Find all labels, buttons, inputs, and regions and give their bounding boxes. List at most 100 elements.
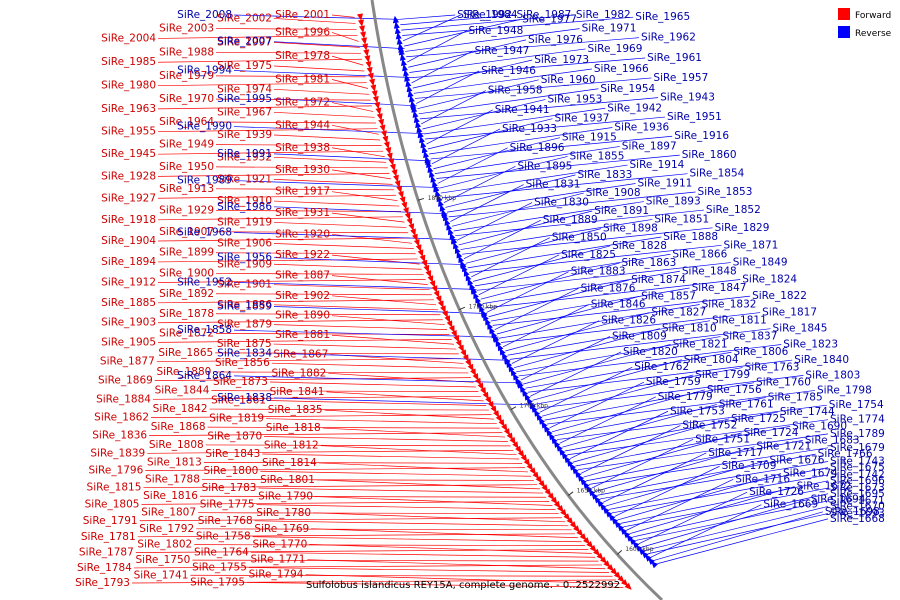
reverse-gene-label: SiRe_1811 [712, 315, 767, 327]
reverse-gene-label: SiRe_1942 [607, 102, 662, 114]
forward-connector [273, 111, 375, 118]
forward-gene-arrow [410, 228, 416, 237]
forward-gene-arrow [477, 382, 484, 391]
reverse-connector [580, 425, 681, 474]
forward-connector [215, 144, 382, 146]
reverse-gene-arrow [413, 115, 420, 123]
reverse-connector [539, 366, 633, 413]
forward-gene-arrow [596, 552, 604, 560]
reverse-connector [525, 351, 732, 389]
reverse-gene-arrow [439, 204, 446, 212]
reverse-gene-label: SiRe_1846 [591, 299, 646, 311]
reverse-gene-label: SiRe_1951 [667, 111, 722, 123]
forward-gene-arrow [589, 544, 597, 553]
reverse-gene-arrow [605, 510, 613, 518]
forward-connector [157, 105, 372, 110]
forward-gene-label: SiRe_1988 [159, 46, 214, 58]
forward-gene-arrow [467, 363, 474, 372]
forward-gene-label: SiRe_1816 [143, 490, 198, 502]
forward-connector [331, 32, 359, 42]
reverse-gene-label: SiRe_1696 [830, 475, 885, 487]
forward-connector [157, 299, 434, 304]
gene-labels: SiRe_2001SiRe_2002SiRe_2003SiRe_2004SiRe… [75, 9, 885, 589]
reverse-gene-label: SiRe_1679 [830, 442, 885, 454]
forward-gene-arrow [553, 500, 561, 509]
reverse-gene-label: SiRe_1694 [811, 493, 866, 505]
forward-gene-label: SiRe_1955 [101, 126, 156, 138]
forward-connector [157, 216, 403, 221]
forward-gene-arrow [624, 582, 632, 590]
reverse-gene-arrow [401, 58, 407, 66]
reverse-connector [437, 147, 508, 184]
reverse-gene-label: SiRe_1973 [534, 54, 589, 66]
reverse-gene-label: SiRe_1962 [641, 32, 696, 44]
reverse-gene-label: SiRe_1759 [646, 376, 701, 388]
reverse-connector [406, 37, 640, 58]
reverse-connector [572, 418, 730, 463]
reverse-gene-arrow [572, 466, 579, 475]
reverse-connector [233, 70, 411, 78]
forward-gene-label: SiRe_1815 [87, 482, 142, 494]
forward-gene-label: SiRe_1844 [155, 385, 210, 397]
forward-gene-label: SiRe_1877 [100, 356, 155, 368]
reverse-gene-arrow [529, 401, 536, 409]
forward-gene-label: SiRe_1795 [190, 576, 245, 588]
forward-gene-label: SiRe_1813 [147, 456, 202, 468]
reverse-connector [273, 206, 448, 215]
reverse-connector [602, 452, 707, 503]
forward-gene-arrow [442, 310, 448, 318]
forward-gene-arrow [408, 223, 415, 231]
reverse-connector [401, 14, 574, 31]
reverse-gene-arrow [506, 360, 513, 368]
reverse-gene-arrow [526, 397, 533, 405]
reverse-gene-arrow [430, 175, 437, 183]
reverse-gene-label: SiRe_1849 [733, 257, 788, 269]
forward-connector [273, 65, 365, 72]
reverse-gene-label: SiRe_1789 [830, 428, 885, 440]
forward-gene-arrow [446, 320, 453, 328]
forward-gene-arrow [563, 513, 571, 521]
reverse-gene-label: SiRe_1799 [695, 369, 750, 381]
forward-gene-arrow [532, 471, 539, 480]
reverse-connector [478, 254, 560, 296]
reverse-connector [557, 404, 827, 440]
forward-gene-arrow [465, 359, 472, 367]
reverse-connector [426, 109, 493, 145]
reverse-gene-arrow [397, 42, 404, 51]
forward-gene-label: SiRe_1750 [135, 554, 190, 566]
forward-gene-arrow [557, 505, 564, 513]
legend-forward-label: Forward [855, 11, 891, 21]
reverse-connector [534, 367, 743, 405]
reverse-connector [617, 473, 782, 521]
reverse-gene-arrow [417, 130, 424, 139]
scale-tick-label: 1750 kbp [469, 303, 497, 310]
reverse-connector [233, 232, 457, 240]
reverse-gene-arrow [577, 474, 584, 482]
forward-connector [250, 551, 596, 558]
forward-gene-arrow [566, 517, 574, 525]
forward-connector [131, 579, 617, 584]
reverse-gene-label: SiRe_1937 [555, 113, 610, 125]
forward-gene-arrow [404, 212, 411, 221]
forward-gene-arrow [529, 467, 536, 475]
reverse-connector [632, 493, 829, 538]
forward-gene-arrow [458, 344, 464, 353]
reverse-gene-label: SiRe_1675 [830, 462, 885, 474]
forward-connector [331, 315, 445, 326]
forward-gene-arrow [381, 130, 387, 138]
reverse-gene-arrow [420, 140, 427, 149]
reverse-gene-arrow [522, 389, 529, 397]
forward-gene-label: SiRe_1980 [101, 80, 156, 92]
forward-connector [145, 467, 526, 472]
reverse-gene-label: SiRe_1936 [614, 121, 669, 133]
forward-connector [157, 128, 378, 133]
forward-gene-arrow [433, 290, 440, 298]
reverse-gene-arrow [426, 160, 432, 168]
forward-gene-arrow [385, 147, 392, 155]
reverse-gene-label: SiRe_1761 [719, 398, 774, 410]
reverse-gene-label: SiRe_1895 [517, 160, 572, 172]
forward-gene-arrow [506, 432, 513, 440]
reverse-gene-label: SiRe_1760 [756, 377, 811, 389]
forward-connector [331, 275, 428, 285]
